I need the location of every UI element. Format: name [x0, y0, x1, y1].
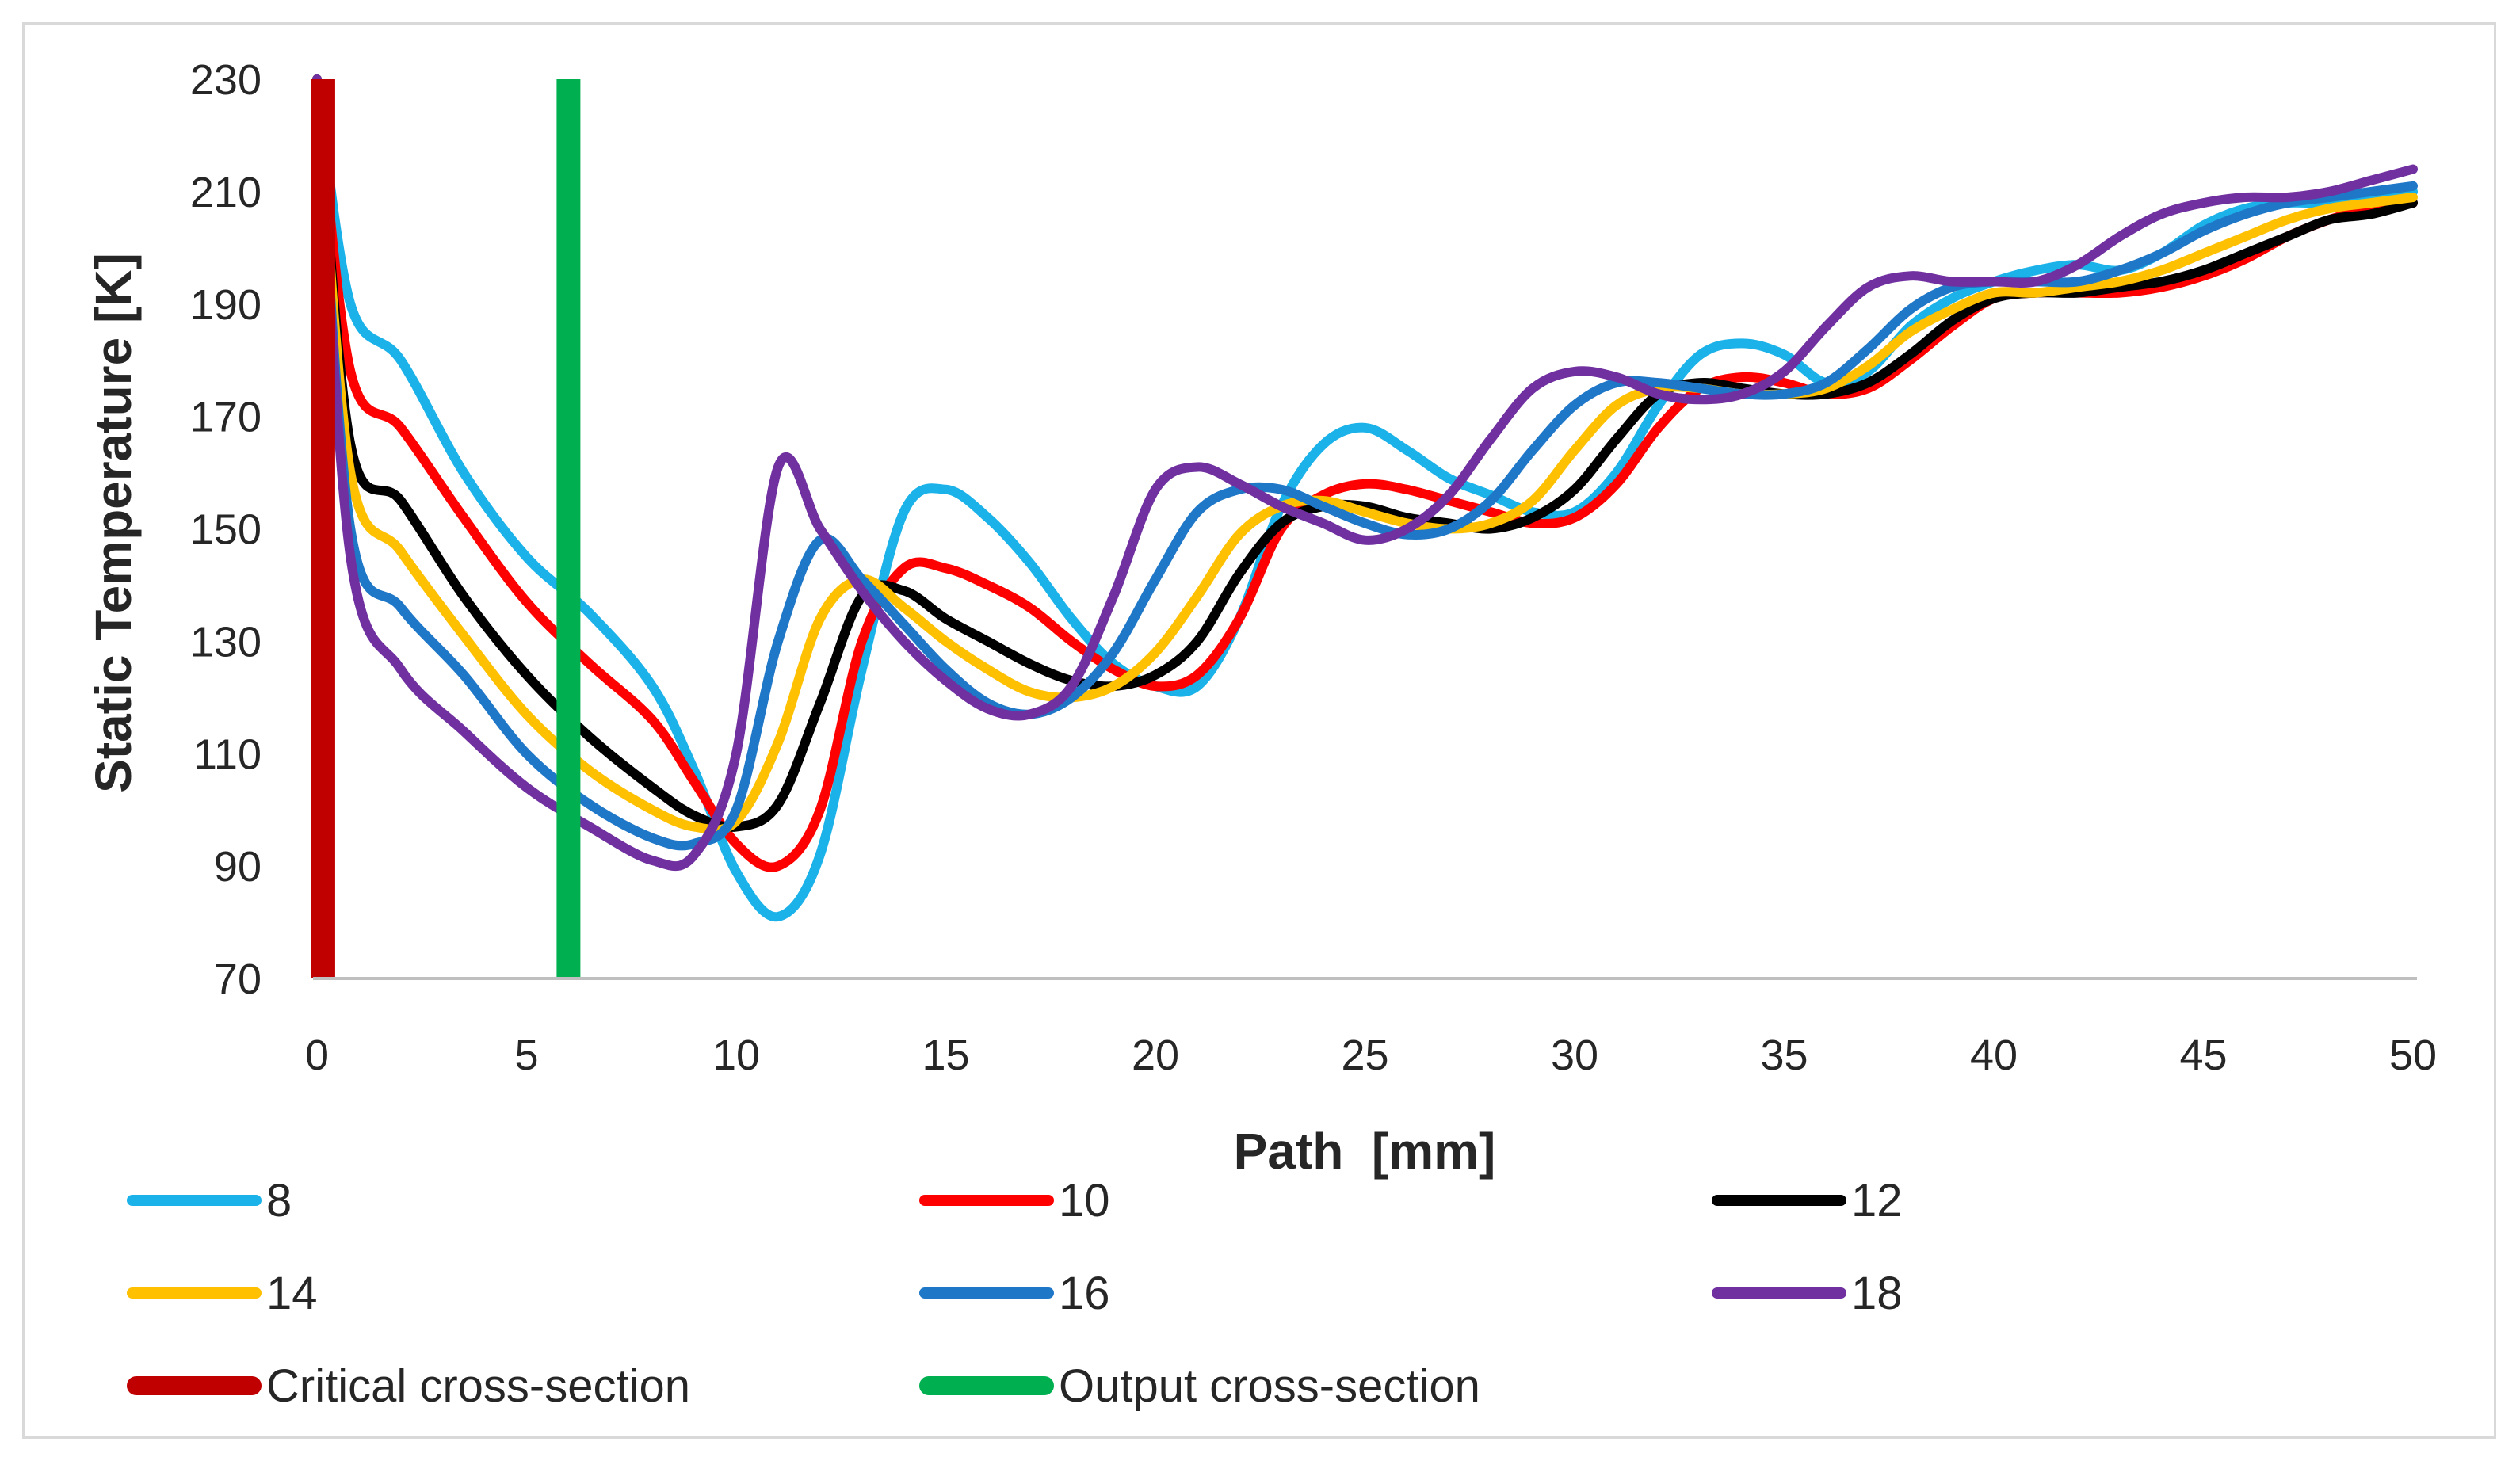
x-tick-label-5: 25 — [1341, 1032, 1388, 1079]
legend-item-12: 12 — [1712, 1165, 1903, 1236]
legend-swatch-10 — [919, 1195, 1054, 1206]
legend-label-14: 14 — [266, 1267, 318, 1319]
legend-label-critical: Critical cross-section — [266, 1360, 690, 1412]
legend-swatch-12 — [1712, 1195, 1846, 1206]
legend-label-16: 16 — [1059, 1267, 1110, 1319]
legend-item-critical-cross-section: Critical cross-section — [127, 1350, 690, 1421]
legend-swatch-8 — [127, 1195, 262, 1206]
x-tick-label-10: 50 — [2389, 1032, 2437, 1079]
x-tick-label-8: 40 — [1970, 1032, 2018, 1079]
legend-item-18: 18 — [1712, 1257, 1903, 1329]
y-tick-label-0: 70 — [214, 956, 262, 1003]
legend-item-10: 10 — [919, 1165, 1110, 1236]
x-tick-label-1: 5 — [514, 1032, 538, 1079]
series-line-8 — [312, 74, 2418, 922]
y-tick-label-1: 90 — [214, 843, 262, 891]
plot-area — [311, 74, 2418, 978]
legend-swatch-16 — [919, 1287, 1054, 1299]
y-tick-label-7: 210 — [190, 169, 262, 216]
series-line-10 — [312, 74, 2418, 872]
legend-label-18: 18 — [1851, 1267, 1903, 1319]
x-tick-label-7: 35 — [1760, 1032, 1808, 1079]
y-tick-label-2: 110 — [193, 730, 262, 778]
legend-label-8: 8 — [266, 1174, 292, 1226]
x-axis-title: Path [mm] — [1234, 1123, 1496, 1180]
y-tick-label-5: 170 — [190, 394, 262, 441]
y-axis-title: Static Temperature [K] — [85, 253, 142, 793]
legend-item-8: 8 — [127, 1165, 292, 1236]
x-tick-label-6: 30 — [1551, 1032, 1598, 1079]
legend-item-14: 14 — [127, 1257, 318, 1329]
x-tick-label-2: 10 — [712, 1032, 760, 1079]
legend-label-10: 10 — [1059, 1174, 1110, 1226]
legend: 8 10 12 14 16 18 Critical cross-section … — [119, 1165, 2417, 1412]
y-tick-labels: 70 90 110 130 150 170 190 210 230 — [190, 56, 262, 1003]
series-line-14 — [312, 74, 2418, 835]
series-line-12 — [312, 74, 2418, 832]
y-tick-label-6: 190 — [190, 281, 262, 329]
legend-swatch-14 — [127, 1287, 262, 1299]
legend-label-12: 12 — [1851, 1174, 1903, 1226]
x-tick-labels: 0 5 10 15 20 25 30 35 40 45 50 — [305, 1032, 2437, 1079]
legend-item-output-cross-section: Output cross-section — [919, 1350, 1480, 1421]
legend-swatch-output — [919, 1376, 1054, 1395]
x-tick-label-0: 0 — [305, 1032, 329, 1079]
x-tick-label-9: 45 — [2179, 1032, 2227, 1079]
x-tick-label-4: 20 — [1132, 1032, 1179, 1079]
legend-item-16: 16 — [919, 1257, 1110, 1329]
legend-label-output: Output cross-section — [1059, 1360, 1480, 1412]
x-tick-label-3: 15 — [922, 1032, 969, 1079]
series-line-16 — [312, 74, 2418, 851]
y-tick-label-4: 150 — [190, 506, 262, 554]
y-tick-label-8: 230 — [190, 56, 262, 104]
legend-swatch-critical — [127, 1376, 262, 1395]
legend-swatch-18 — [1712, 1287, 1846, 1299]
y-tick-label-3: 130 — [190, 618, 262, 666]
series-line-18 — [312, 74, 2418, 872]
